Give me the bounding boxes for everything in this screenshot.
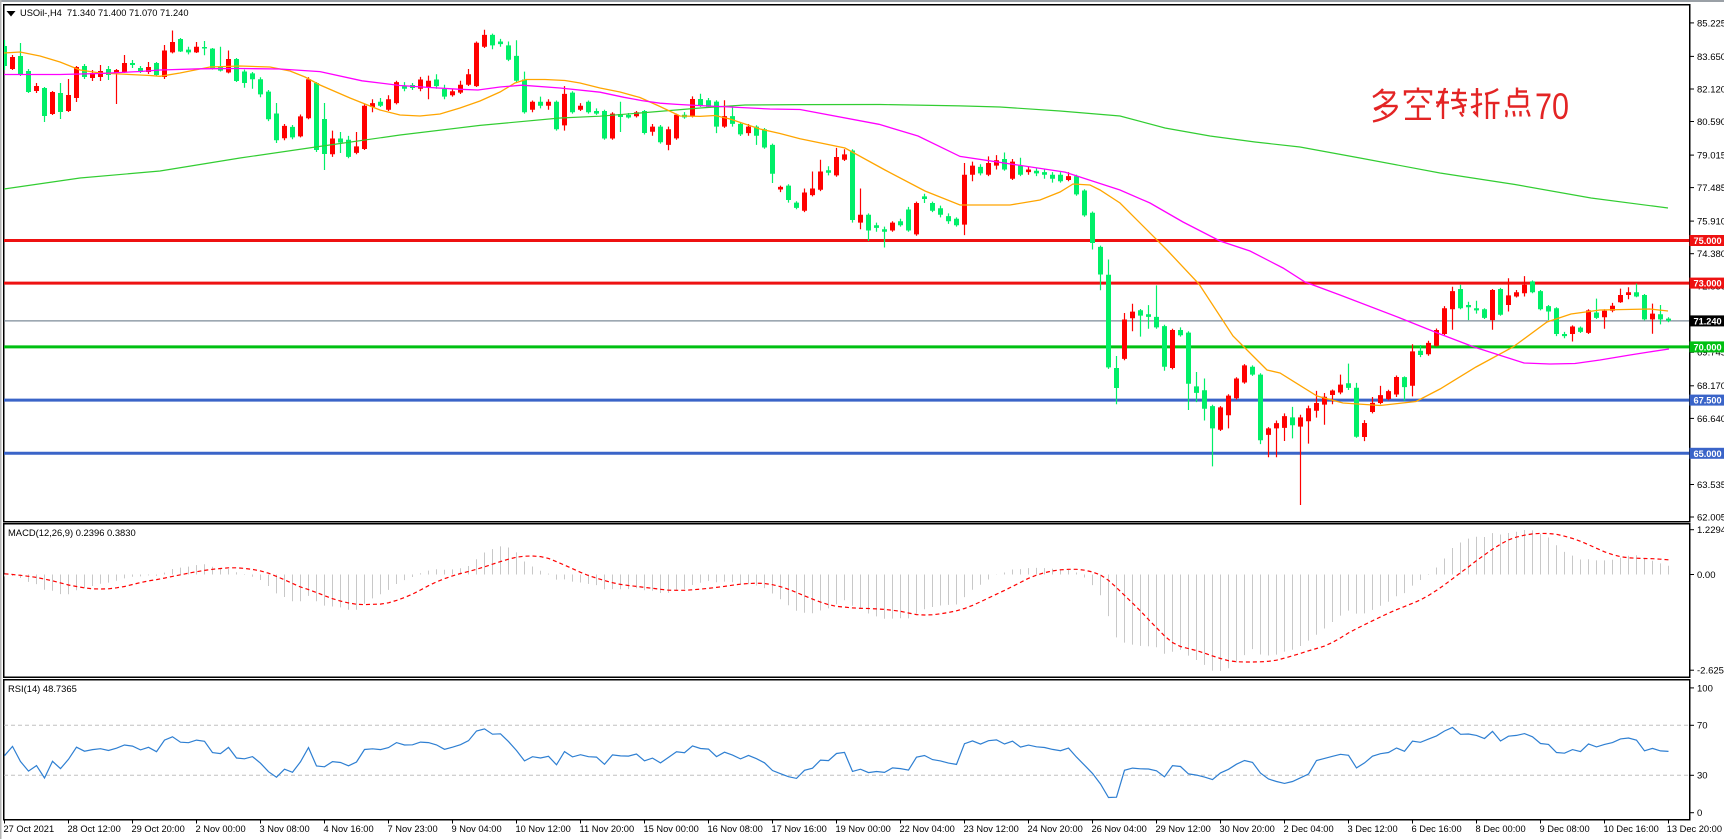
svg-text:82.120: 82.120 [1697, 84, 1724, 95]
svg-text:4 Nov 16:00: 4 Nov 16:00 [324, 824, 374, 834]
svg-text:USOil-,H4 71.340 71.400 71.07: USOil-,H4 71.340 71.400 71.070 71.240 [20, 8, 189, 18]
svg-text:MACD(12,26,9) 0.2396 0.3830: MACD(12,26,9) 0.2396 0.3830 [8, 527, 136, 538]
svg-text:71.240: 71.240 [1694, 316, 1722, 326]
svg-text:26 Nov 04:00: 26 Nov 04:00 [1092, 824, 1147, 834]
svg-text:11 Nov 20:00: 11 Nov 20:00 [580, 824, 635, 834]
svg-text:83.650: 83.650 [1697, 52, 1724, 63]
svg-text:74.380: 74.380 [1697, 249, 1724, 260]
svg-text:7 Nov 23:00: 7 Nov 23:00 [388, 824, 438, 834]
svg-text:30: 30 [1697, 771, 1708, 782]
svg-text:3 Nov 08:00: 3 Nov 08:00 [260, 824, 310, 834]
svg-text:69.745: 69.745 [1697, 348, 1724, 359]
svg-text:15 Nov 00:00: 15 Nov 00:00 [644, 824, 699, 834]
svg-text:3 Dec 12:00: 3 Dec 12:00 [1348, 824, 1398, 834]
svg-text:77.485: 77.485 [1697, 183, 1724, 194]
svg-text:79.015: 79.015 [1697, 151, 1724, 162]
svg-text:66.640: 66.640 [1697, 414, 1724, 425]
svg-text:29 Nov 12:00: 29 Nov 12:00 [1156, 824, 1211, 834]
svg-text:8 Dec 00:00: 8 Dec 00:00 [1476, 824, 1526, 834]
svg-text:73.000: 73.000 [1694, 279, 1722, 289]
svg-text:70: 70 [1697, 721, 1708, 732]
svg-text:10 Nov 12:00: 10 Nov 12:00 [516, 824, 571, 834]
svg-text:16 Nov 08:00: 16 Nov 08:00 [708, 824, 763, 834]
svg-text:RSI(14) 48.7365: RSI(14) 48.7365 [8, 683, 77, 694]
svg-text:85.225: 85.225 [1697, 18, 1724, 29]
svg-text:2 Nov 00:00: 2 Nov 00:00 [196, 824, 246, 834]
svg-text:13 Dec 20:00: 13 Dec 20:00 [1667, 824, 1722, 834]
svg-text:68.170: 68.170 [1697, 381, 1724, 392]
svg-text:29 Oct 20:00: 29 Oct 20:00 [132, 824, 185, 834]
svg-text:-2.6252: -2.6252 [1697, 666, 1724, 677]
svg-text:62.005: 62.005 [1697, 512, 1724, 523]
svg-text:9 Dec 08:00: 9 Dec 08:00 [1540, 824, 1590, 834]
svg-text:75.000: 75.000 [1694, 236, 1722, 246]
svg-text:70.000: 70.000 [1694, 342, 1722, 352]
svg-text:6 Dec 16:00: 6 Dec 16:00 [1412, 824, 1462, 834]
svg-text:1.2294: 1.2294 [1697, 525, 1724, 536]
svg-text:23 Nov 12:00: 23 Nov 12:00 [964, 824, 1019, 834]
svg-text:27 Oct 2021: 27 Oct 2021 [4, 824, 55, 834]
svg-text:100: 100 [1697, 683, 1713, 694]
svg-text:75.910: 75.910 [1697, 217, 1724, 228]
svg-text:2 Dec 04:00: 2 Dec 04:00 [1284, 824, 1334, 834]
svg-text:28 Oct 12:00: 28 Oct 12:00 [68, 824, 121, 834]
svg-text:80.590: 80.590 [1697, 117, 1724, 128]
svg-text:19 Nov 00:00: 19 Nov 00:00 [836, 824, 891, 834]
svg-text:22 Nov 04:00: 22 Nov 04:00 [900, 824, 955, 834]
svg-text:30 Nov 20:00: 30 Nov 20:00 [1220, 824, 1275, 834]
svg-text:63.535: 63.535 [1697, 480, 1724, 491]
svg-text:9 Nov 04:00: 9 Nov 04:00 [452, 824, 502, 834]
svg-text:0: 0 [1697, 808, 1702, 819]
svg-text:67.500: 67.500 [1694, 396, 1722, 406]
svg-text:10 Dec 16:00: 10 Dec 16:00 [1604, 824, 1659, 834]
svg-text:24 Nov 20:00: 24 Nov 20:00 [1028, 824, 1083, 834]
svg-text:0.00: 0.00 [1697, 570, 1716, 581]
svg-text:17 Nov 16:00: 17 Nov 16:00 [772, 824, 827, 834]
svg-text:65.000: 65.000 [1694, 449, 1722, 459]
svg-text:70: 70 [1535, 86, 1569, 127]
